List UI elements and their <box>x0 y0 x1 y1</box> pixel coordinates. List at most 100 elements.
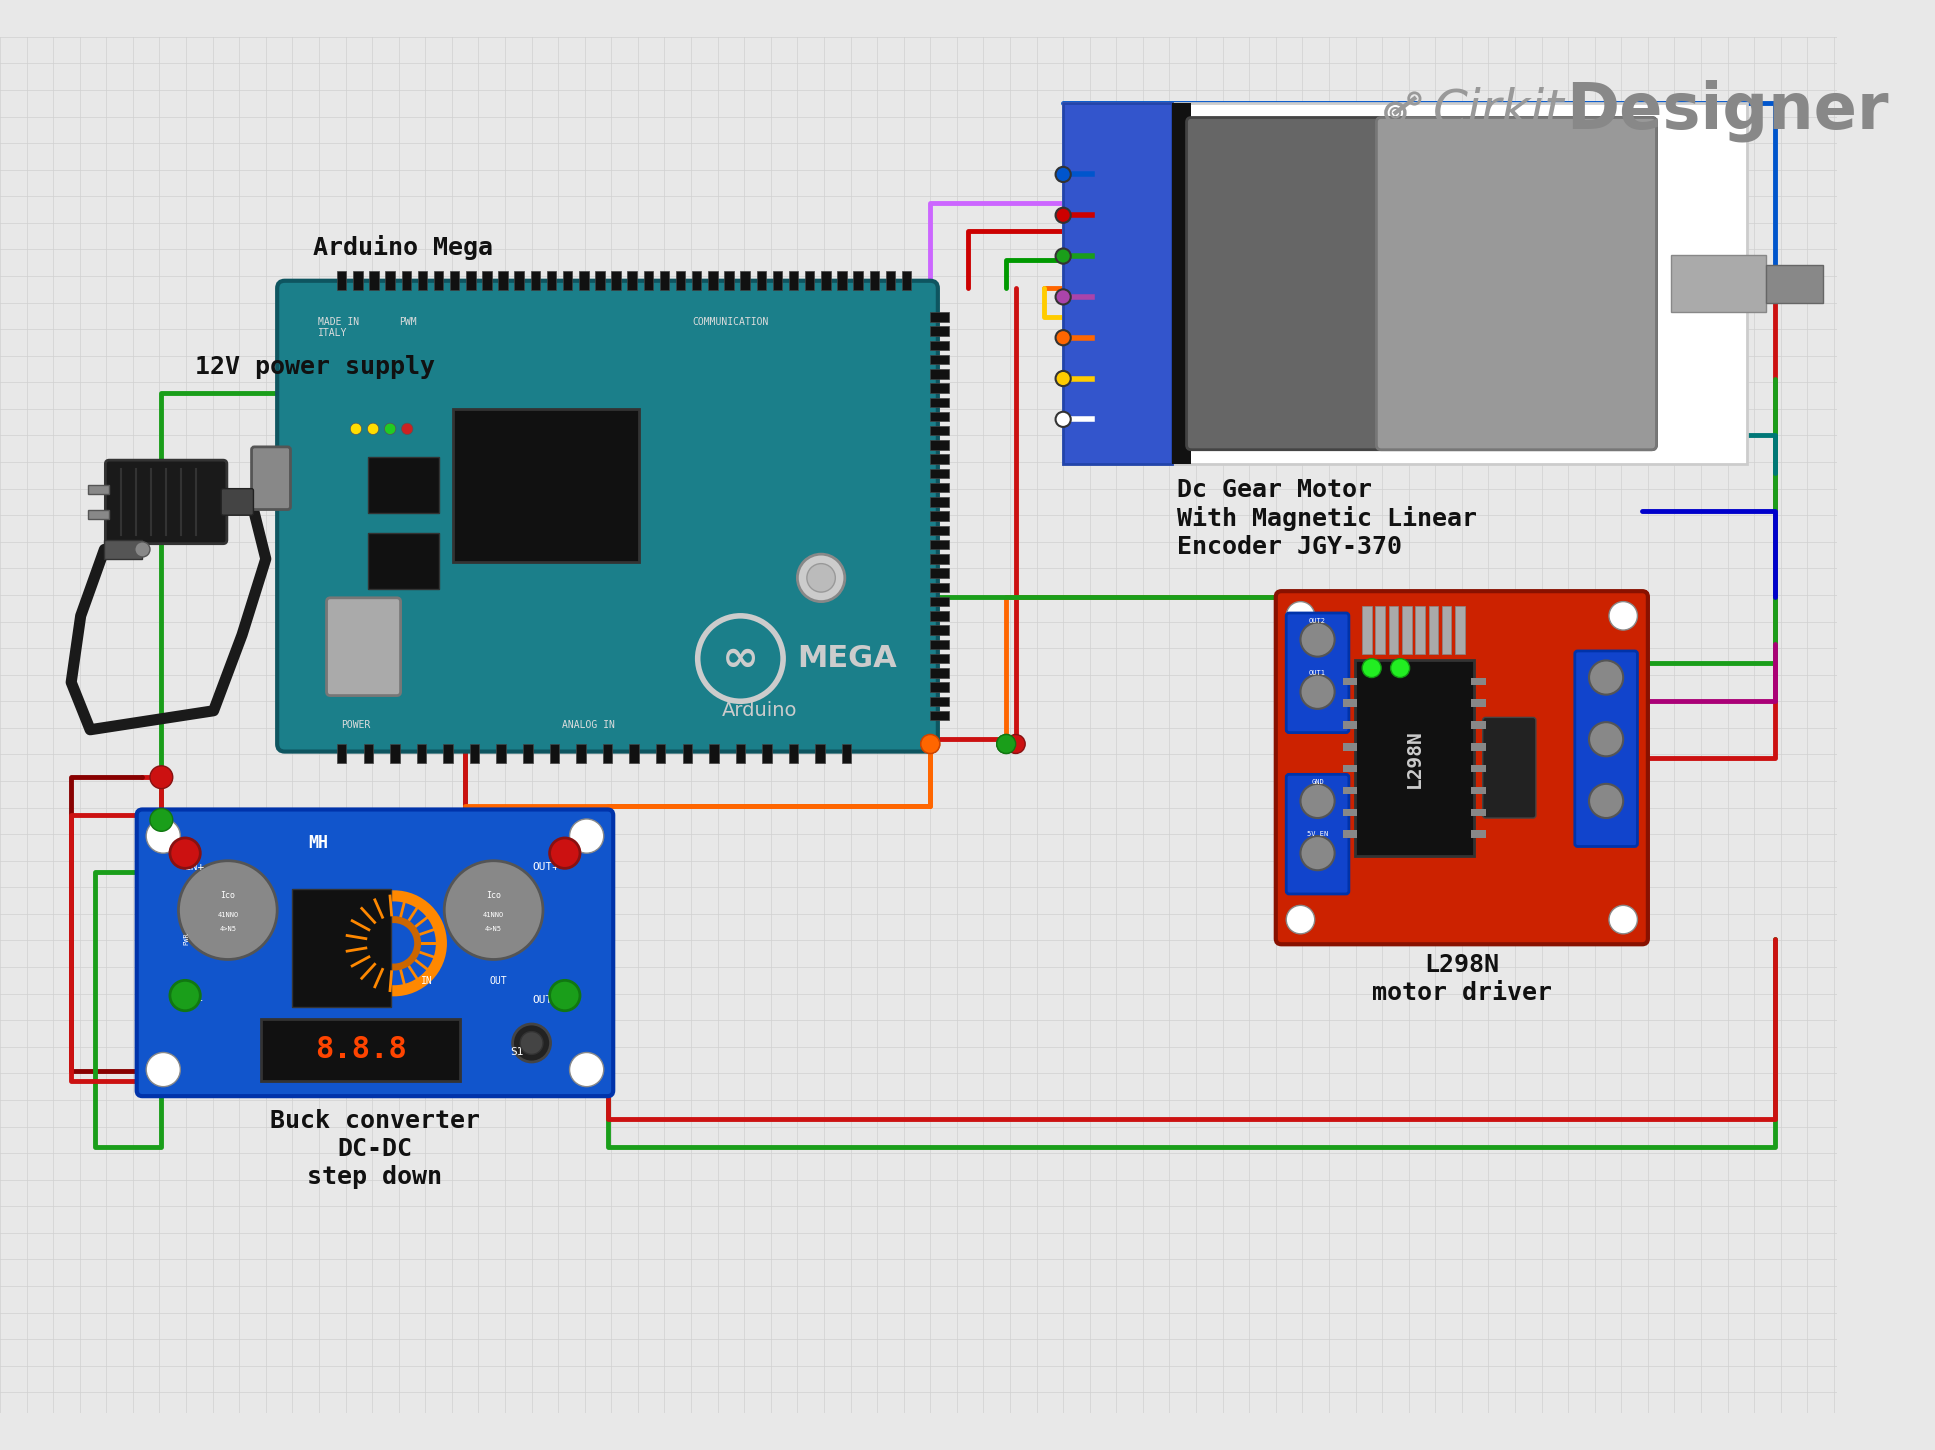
Circle shape <box>147 819 180 853</box>
Bar <box>820 271 830 290</box>
Bar <box>104 539 143 558</box>
Bar <box>1765 264 1823 303</box>
Text: COMMUNICATION: COMMUNICATION <box>693 318 768 326</box>
Text: IN: IN <box>422 976 433 986</box>
Bar <box>708 744 718 763</box>
Bar <box>1343 809 1358 816</box>
FancyBboxPatch shape <box>1376 117 1656 449</box>
Bar <box>364 744 373 763</box>
Bar <box>1343 677 1358 686</box>
Bar <box>1343 721 1358 729</box>
Bar <box>931 312 950 322</box>
Bar <box>596 271 604 290</box>
Circle shape <box>569 819 604 853</box>
Text: Arduino Mega: Arduino Mega <box>313 235 493 260</box>
FancyBboxPatch shape <box>327 597 401 696</box>
Bar <box>741 271 751 290</box>
Bar <box>931 526 950 535</box>
Bar <box>611 271 621 290</box>
FancyBboxPatch shape <box>252 447 290 509</box>
Circle shape <box>385 423 397 435</box>
Bar <box>443 744 453 763</box>
Circle shape <box>1589 722 1623 757</box>
Bar <box>931 696 950 706</box>
Bar <box>1343 787 1358 795</box>
Bar <box>1455 606 1465 654</box>
Bar <box>1471 809 1486 816</box>
Circle shape <box>151 766 172 789</box>
Bar <box>644 271 654 290</box>
Bar <box>579 271 588 290</box>
Bar <box>1471 677 1486 686</box>
Bar <box>931 568 950 579</box>
Bar <box>931 668 950 677</box>
Bar <box>931 639 950 650</box>
Circle shape <box>1057 290 1070 304</box>
Bar <box>931 683 950 692</box>
Bar <box>724 271 733 290</box>
Bar <box>515 271 524 290</box>
Bar <box>931 397 950 407</box>
Bar <box>1428 606 1438 654</box>
FancyBboxPatch shape <box>1287 774 1349 895</box>
Bar <box>931 370 950 378</box>
Bar <box>482 271 491 290</box>
Bar <box>683 744 693 763</box>
Text: Ico: Ico <box>486 892 501 900</box>
Circle shape <box>135 542 151 557</box>
Bar <box>693 271 702 290</box>
Bar <box>931 341 950 349</box>
Bar <box>497 744 505 763</box>
Text: Ico: Ico <box>221 892 236 900</box>
Bar <box>853 271 863 290</box>
Text: S1: S1 <box>511 1047 524 1057</box>
Bar <box>675 271 685 290</box>
Circle shape <box>1300 674 1335 709</box>
Circle shape <box>550 838 580 869</box>
Bar <box>735 744 745 763</box>
Text: OUT2: OUT2 <box>1310 618 1325 623</box>
Bar <box>1471 787 1486 795</box>
Circle shape <box>1057 371 1070 386</box>
Circle shape <box>550 980 580 1011</box>
Text: Dc Gear Motor
With Magnetic Linear
Encoder JGY-370: Dc Gear Motor With Magnetic Linear Encod… <box>1176 478 1476 560</box>
Bar <box>931 625 950 635</box>
Bar <box>261 1019 461 1080</box>
Circle shape <box>368 423 379 435</box>
Circle shape <box>1589 784 1623 818</box>
Bar <box>789 271 799 290</box>
Bar <box>1343 699 1358 708</box>
Bar <box>869 271 878 290</box>
Text: Buck converter
DC-DC
step down: Buck converter DC-DC step down <box>271 1109 480 1189</box>
Bar <box>931 426 950 435</box>
FancyBboxPatch shape <box>1287 613 1349 732</box>
Bar <box>1471 764 1486 773</box>
Bar <box>418 271 428 290</box>
Bar <box>931 355 950 364</box>
Text: 12V power supply: 12V power supply <box>195 355 435 378</box>
Text: 8.8.8: 8.8.8 <box>315 1035 406 1064</box>
Bar <box>1471 699 1486 708</box>
Text: POWER: POWER <box>341 719 372 729</box>
FancyBboxPatch shape <box>104 460 226 544</box>
Bar <box>1343 742 1358 751</box>
Bar <box>416 744 426 763</box>
Circle shape <box>1300 622 1335 657</box>
Circle shape <box>997 735 1016 754</box>
Bar <box>931 468 950 479</box>
Bar <box>89 509 108 519</box>
Text: 41NNO: 41NNO <box>484 912 505 918</box>
Circle shape <box>1287 905 1314 934</box>
Text: MH: MH <box>308 834 329 853</box>
FancyBboxPatch shape <box>368 534 439 589</box>
Circle shape <box>445 861 544 960</box>
Bar <box>931 497 950 506</box>
Circle shape <box>402 423 412 435</box>
Circle shape <box>1057 331 1070 345</box>
Bar <box>757 271 766 290</box>
Bar <box>1362 606 1372 654</box>
Bar <box>470 744 480 763</box>
Bar <box>629 744 639 763</box>
Circle shape <box>147 1053 180 1086</box>
Bar <box>931 583 950 592</box>
